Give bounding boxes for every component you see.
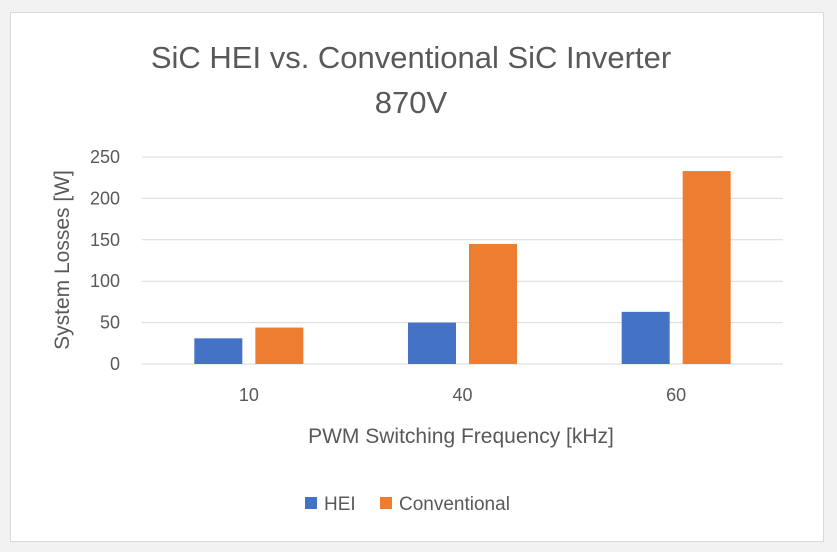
bar-hei-10: [194, 338, 243, 364]
bars: [194, 171, 731, 364]
x-tick-label: 10: [239, 385, 259, 405]
y-tick-label: 250: [90, 147, 120, 167]
bar-hei-40: [408, 322, 456, 364]
y-tick-label: 50: [100, 313, 120, 333]
y-axis-ticks: 0 50 100 150 200 250: [90, 147, 120, 374]
y-axis-title: System Losses [W]: [51, 170, 74, 350]
legend-label-conventional: Conventional: [399, 494, 510, 515]
bar-conventional-40: [469, 243, 517, 364]
y-tick-label: 200: [90, 188, 120, 208]
bar-conventional-10: [255, 327, 304, 364]
bar-conventional-60: [682, 171, 731, 364]
chart-subtitle: 870V: [375, 85, 448, 120]
x-axis-title: PWM Switching Frequency [kHz]: [308, 425, 614, 448]
gridlines: [142, 156, 783, 365]
x-tick-label: 40: [452, 385, 472, 405]
chart-title: SiC HEI vs. Conventional SiC Inverter: [151, 40, 671, 75]
x-tick-label: 60: [666, 385, 686, 405]
x-axis-ticks: 10 40 60: [239, 385, 686, 405]
y-tick-label: 0: [110, 354, 120, 374]
y-tick-label: 100: [90, 271, 120, 291]
bar-hei-60: [621, 311, 670, 364]
legend: HEI Conventional: [305, 494, 510, 515]
legend-swatch-hei: [305, 497, 317, 509]
legend-swatch-conventional: [380, 497, 392, 509]
legend-label-hei: HEI: [324, 494, 356, 515]
y-tick-label: 150: [90, 230, 120, 250]
